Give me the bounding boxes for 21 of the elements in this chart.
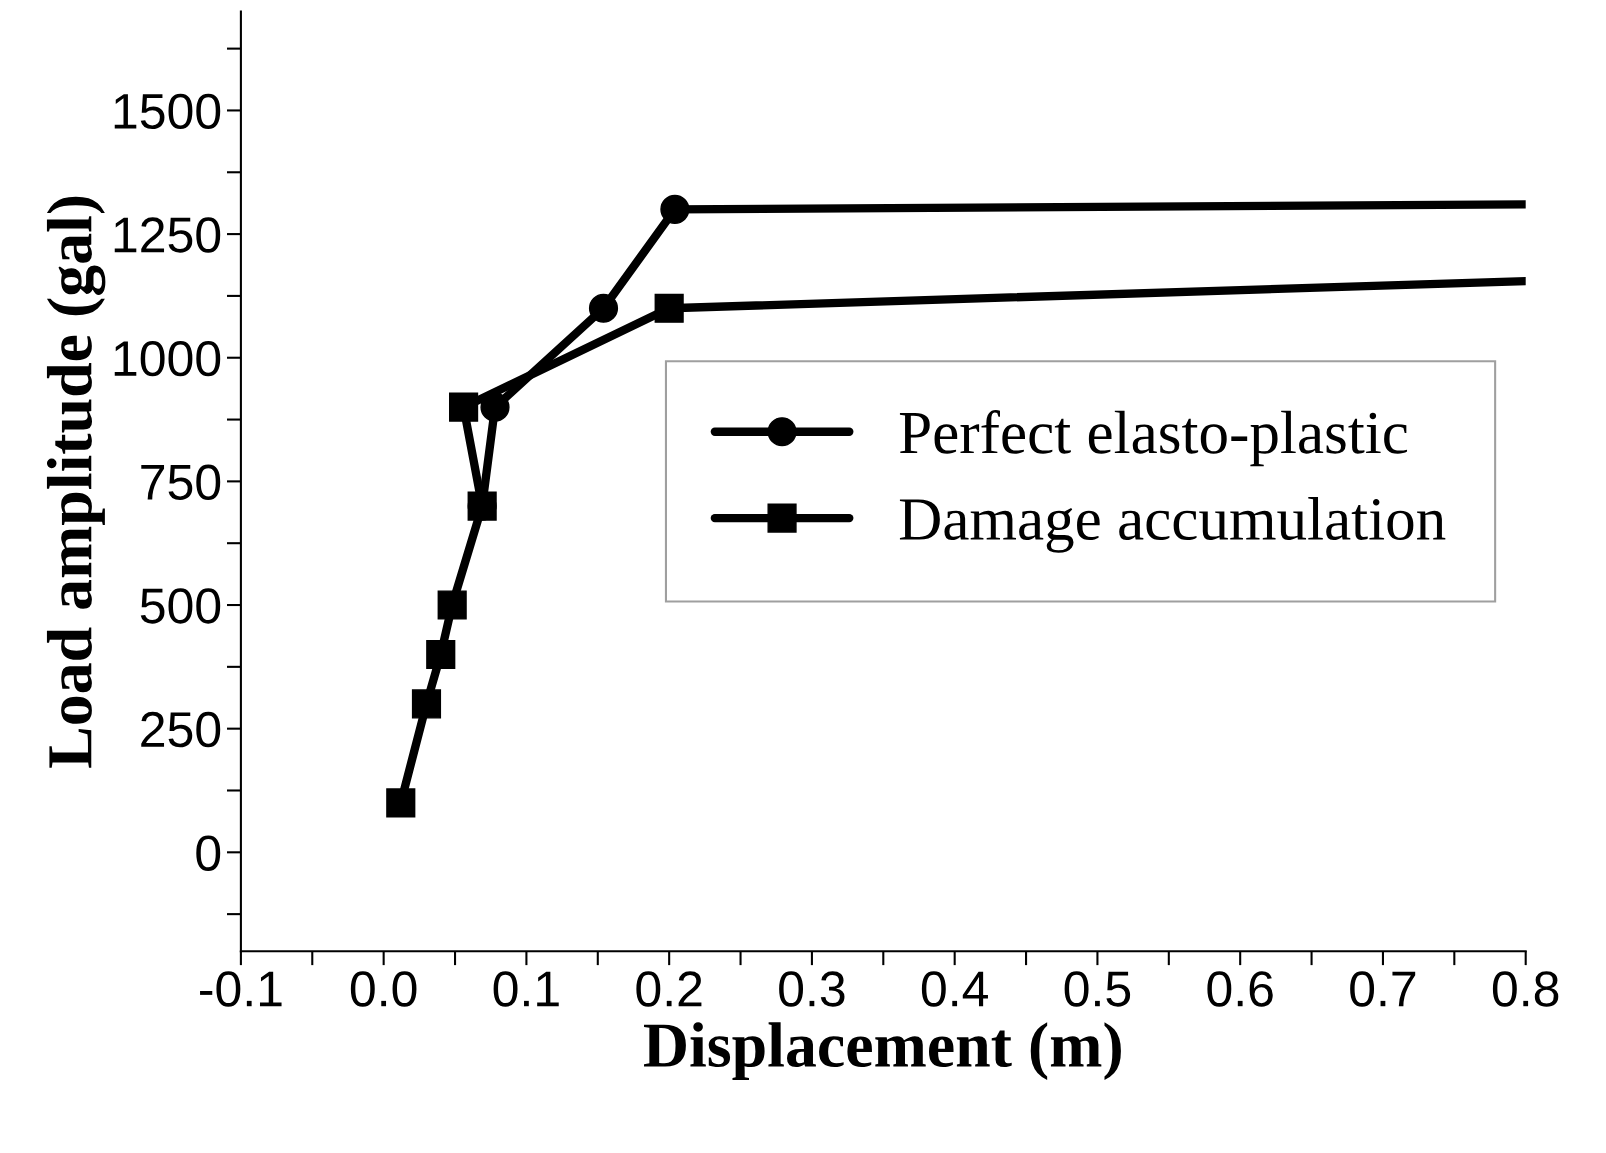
x-tick-label: 0.5 — [1064, 971, 1131, 1007]
y-tick-label: 750 — [141, 464, 221, 500]
y-tick-label: 1250 — [114, 217, 221, 253]
x-tick-label: 0.1 — [493, 971, 559, 1007]
y-tick-label: 0 — [196, 835, 221, 871]
y-tick-label: 250 — [141, 711, 221, 748]
x-tick-label: 0.7 — [1350, 971, 1416, 1007]
x-axis-title: Displacement (m) — [644, 1022, 1121, 1081]
y-tick-label: 500 — [140, 588, 221, 624]
x-tick-label: 0.8 — [1492, 971, 1559, 1007]
legend-label: Damage accumulation — [899, 497, 1446, 553]
x-tick-label: 0.2 — [636, 971, 702, 1007]
y-tick-label: 1000 — [114, 340, 221, 377]
y-tick-label: 1500 — [114, 93, 221, 130]
x-tick-label: 0.4 — [921, 971, 988, 1007]
x-tick-label: -0.1 — [200, 971, 282, 1007]
x-tick-label: 0.3 — [779, 971, 845, 1007]
legend-label: Perfect elasto-plastic — [899, 410, 1408, 467]
x-tick-label: 0.6 — [1207, 971, 1273, 1007]
y-axis-title: Load amplitude (gal) — [46, 196, 106, 768]
x-tick-label: 0.0 — [350, 971, 417, 1007]
